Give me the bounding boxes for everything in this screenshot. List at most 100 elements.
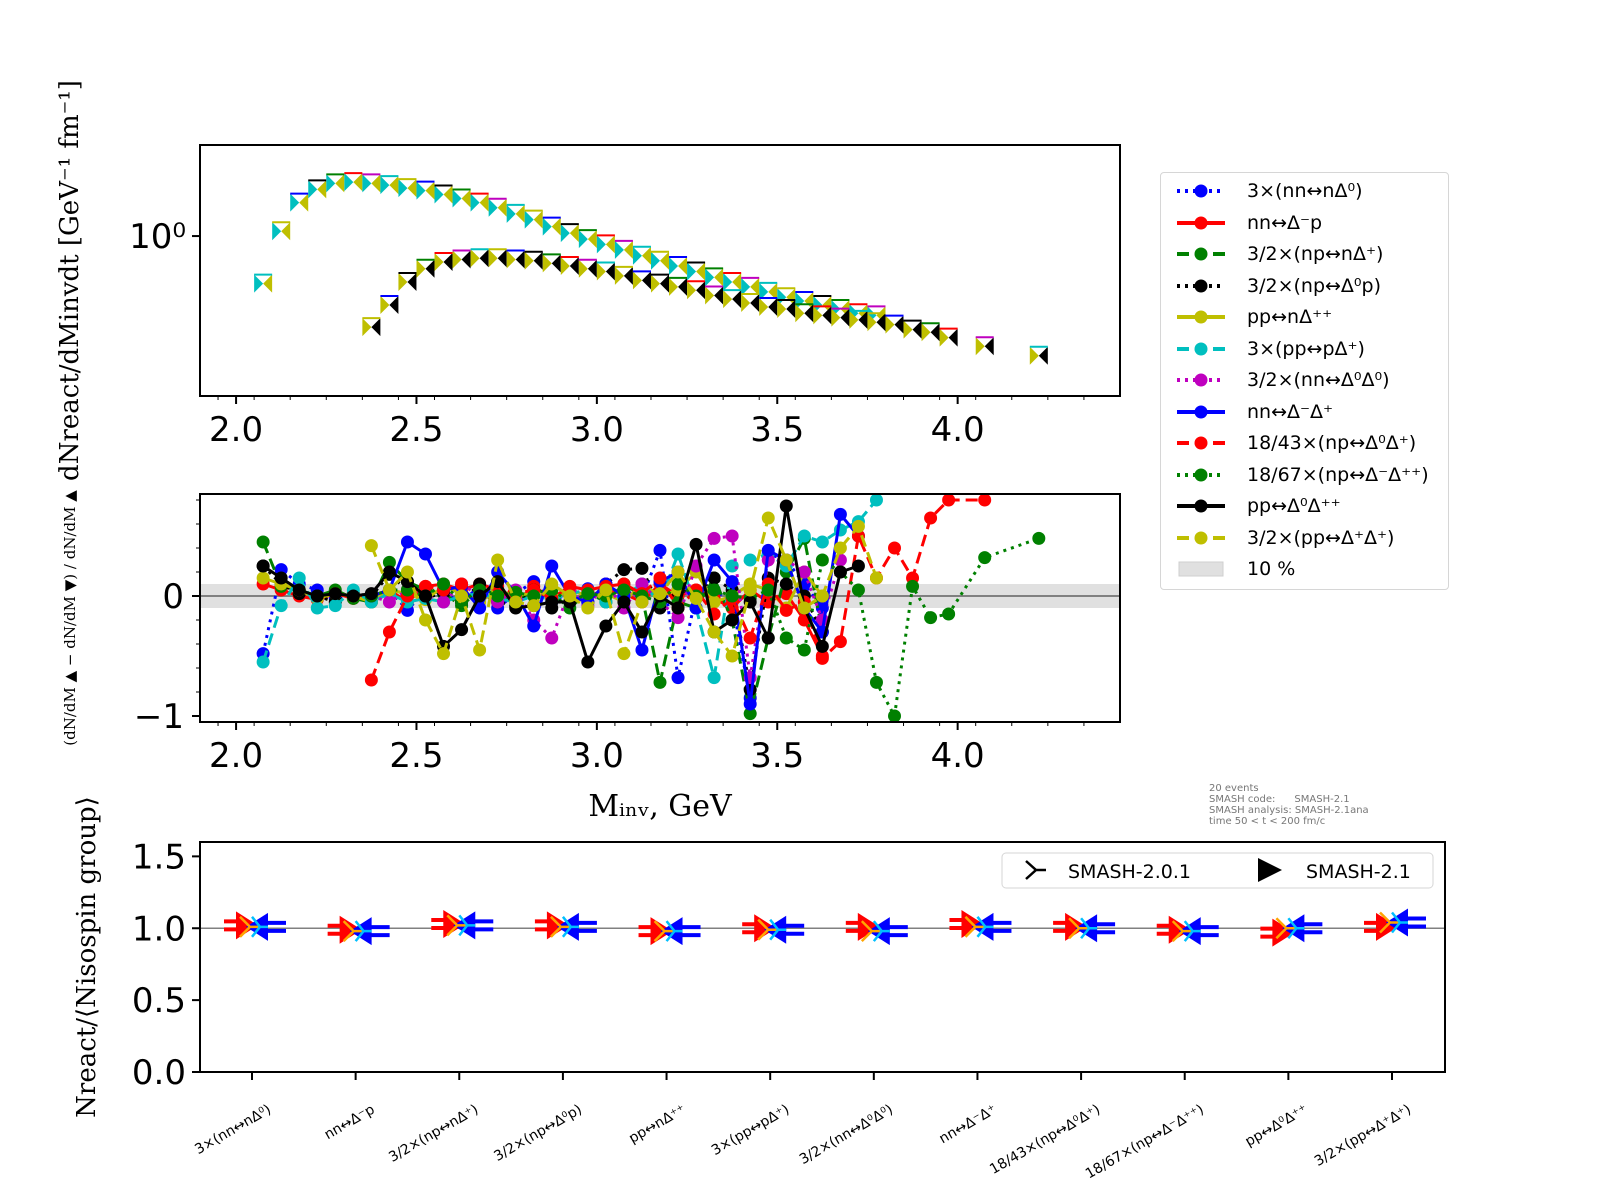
series-point bbox=[364, 539, 378, 553]
series-point bbox=[815, 553, 829, 567]
data-marker-left bbox=[416, 259, 426, 278]
series-point bbox=[581, 587, 595, 601]
legend-swatch-icon bbox=[1178, 561, 1224, 577]
data-marker-left bbox=[578, 259, 588, 278]
series-point bbox=[382, 625, 396, 639]
data-marker-left bbox=[560, 224, 570, 243]
bottom-panel: 3×(nn↔nΔ⁰) nn↔Δ⁻p 3/2×(np↔nΔ⁺) 3/2×(np↔Δ⁰p)… bbox=[72, 796, 1446, 1182]
data-marker-right bbox=[912, 320, 922, 339]
point-swatch bbox=[1194, 342, 1208, 355]
series-point bbox=[527, 599, 541, 613]
data-marker-right bbox=[750, 277, 760, 296]
series-point bbox=[256, 571, 270, 585]
series-point bbox=[418, 589, 432, 603]
series-point bbox=[833, 565, 847, 579]
series-point bbox=[617, 583, 631, 597]
series-point bbox=[888, 541, 902, 555]
series-point bbox=[400, 565, 414, 579]
series-point bbox=[563, 579, 577, 593]
x-tick-label: 2.5 bbox=[389, 410, 443, 450]
data-marker-left bbox=[632, 246, 642, 265]
tri-marker bbox=[1287, 917, 1305, 940]
legend-label: 3/2×(np↔Δ⁰p) bbox=[1247, 274, 1382, 297]
series-point bbox=[292, 583, 306, 597]
series-point bbox=[707, 583, 721, 597]
data-marker-left bbox=[254, 274, 264, 293]
point-swatch bbox=[1194, 436, 1208, 450]
tri-marker bbox=[458, 914, 476, 937]
data-marker-left bbox=[651, 251, 660, 270]
series-point bbox=[635, 625, 649, 639]
tri-marker bbox=[561, 916, 579, 938]
series-point bbox=[671, 671, 685, 685]
data-marker-left bbox=[813, 306, 823, 325]
series-point bbox=[978, 551, 992, 565]
version-legend: SMASH-2.0.1 SMASH-2.1 bbox=[1001, 852, 1434, 889]
series-point bbox=[635, 561, 649, 575]
data-marker-right bbox=[858, 310, 868, 329]
data-marker-right bbox=[714, 268, 724, 287]
y-axis-label: Nreact/⟨Nisospin group⟩ bbox=[72, 796, 102, 1118]
series-point bbox=[779, 499, 793, 513]
legend-label: 18/67×(np↔Δ⁻Δ⁺⁺) bbox=[1247, 463, 1429, 486]
data-marker-right bbox=[461, 250, 471, 269]
data-marker-left bbox=[614, 266, 624, 285]
data-marker-right bbox=[353, 173, 363, 192]
series-point bbox=[797, 601, 811, 615]
series-legend: 3×(nn↔nΔ⁰) nn↔Δ⁻p 3/2×(np↔nΔ⁺) 3/2×(np↔Δ⁰p)… bbox=[1160, 172, 1449, 590]
tri-marker bbox=[769, 918, 787, 941]
data-marker-right bbox=[822, 306, 832, 325]
x-axis-label: Mᵢₙᵥ, GeV bbox=[588, 789, 733, 824]
legend-swatch-icon bbox=[1177, 247, 1225, 261]
data-marker-right bbox=[407, 179, 417, 198]
series-point bbox=[707, 531, 721, 545]
series-point bbox=[635, 577, 649, 591]
series-point bbox=[617, 563, 631, 577]
tri-marker bbox=[446, 914, 468, 937]
series-point bbox=[761, 543, 775, 557]
data-marker-right bbox=[696, 262, 706, 281]
legend-swatch-icon bbox=[1177, 373, 1225, 387]
series-point bbox=[437, 577, 451, 591]
version-legend-box bbox=[1001, 852, 1434, 889]
data-marker-right bbox=[551, 217, 561, 236]
legend-label: 3×(pp↔pΔ⁺) bbox=[1247, 337, 1365, 360]
series-point bbox=[725, 575, 739, 589]
series-point bbox=[346, 589, 360, 603]
series-point bbox=[382, 565, 396, 579]
series-point bbox=[707, 671, 721, 685]
point-swatch bbox=[1194, 373, 1208, 387]
data-marker-right bbox=[605, 262, 615, 281]
tri-marker bbox=[239, 915, 260, 938]
point-swatch bbox=[1194, 405, 1208, 418]
data-marker-right bbox=[515, 204, 525, 223]
series-point bbox=[689, 537, 703, 551]
data-marker-left bbox=[524, 251, 534, 270]
data-marker-right bbox=[804, 304, 814, 323]
series-point bbox=[707, 571, 721, 585]
series-point bbox=[725, 559, 739, 573]
series-point bbox=[707, 625, 721, 639]
y-tick-label: 0.5 bbox=[132, 981, 186, 1021]
legend-item: 18/67×(np↔Δ⁻Δ⁺⁺) bbox=[1161, 460, 1429, 490]
data-marker-right bbox=[1038, 346, 1048, 365]
series-point bbox=[779, 577, 793, 591]
data-marker-right bbox=[732, 272, 742, 291]
series-point bbox=[743, 697, 757, 711]
series-point bbox=[274, 571, 288, 585]
legend-label: 10 % bbox=[1247, 558, 1296, 580]
data-marker-right bbox=[696, 281, 706, 300]
series-point bbox=[527, 619, 541, 633]
series-point bbox=[455, 577, 469, 591]
data-marker-left bbox=[885, 315, 895, 334]
x-tick-label: nn↔Δ⁻Δ⁺ bbox=[937, 1102, 1000, 1148]
data-marker-right bbox=[371, 318, 381, 337]
data-marker-left bbox=[705, 286, 715, 305]
band-swatch bbox=[1178, 561, 1224, 577]
data-marker-left bbox=[290, 193, 300, 212]
data-marker-right bbox=[371, 174, 381, 193]
data-marker-right bbox=[678, 256, 688, 275]
data-marker-right bbox=[443, 253, 453, 272]
series-point bbox=[815, 639, 829, 653]
info-line: time 50 < t < 200 fm/c bbox=[1209, 816, 1326, 827]
